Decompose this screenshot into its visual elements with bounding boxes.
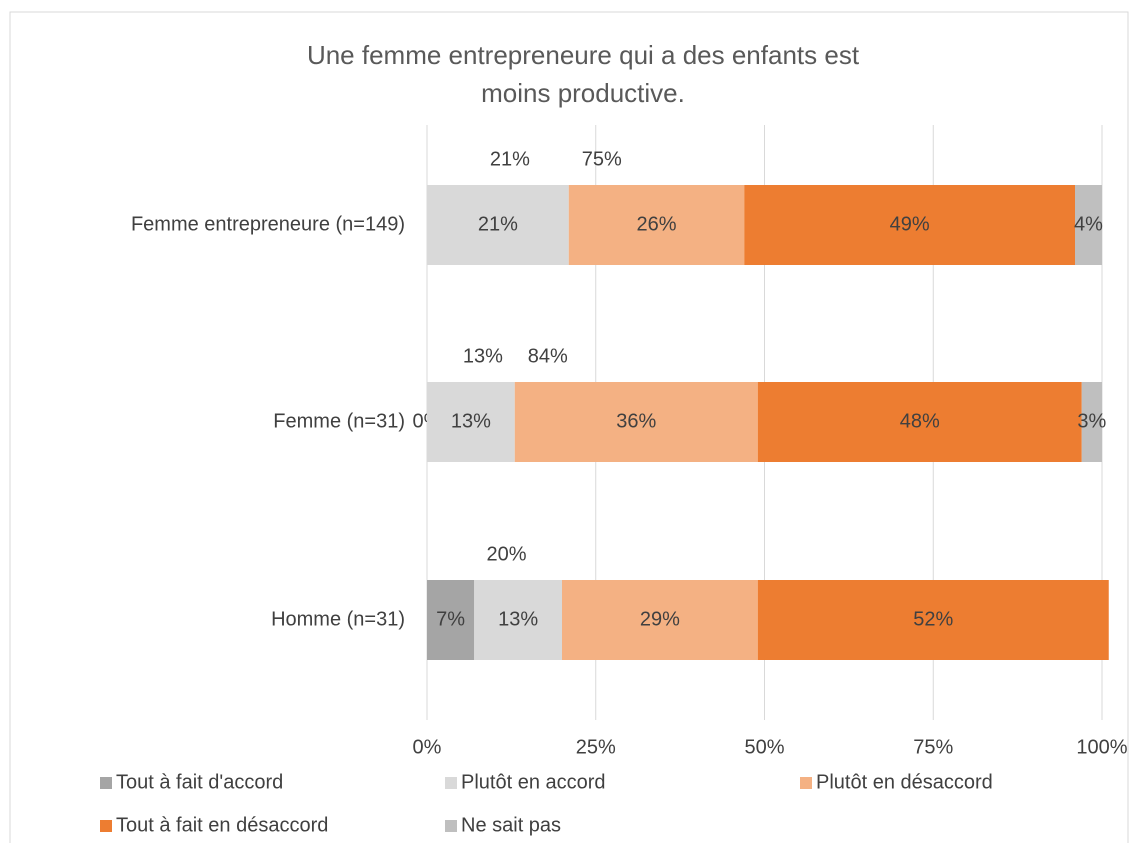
y-tick-label: Femme entrepreneure (n=149)	[131, 213, 405, 235]
disagree-total: 75%	[582, 148, 622, 170]
bar-segment	[744, 185, 1075, 265]
bar-segment	[757, 580, 1109, 660]
legend-swatch	[445, 820, 457, 832]
data-label: 13%	[451, 410, 491, 432]
data-label: 29%	[640, 608, 680, 630]
legend-swatch	[800, 777, 812, 789]
disagree-total: 84%	[528, 345, 568, 367]
bar-segment	[514, 382, 758, 462]
x-tick-label: 75%	[913, 736, 953, 758]
data-label: 13%	[498, 608, 538, 630]
data-label: 36%	[616, 410, 656, 432]
bar-segment	[427, 185, 569, 265]
agree-total: 20%	[486, 543, 526, 565]
x-tick-label: 0%	[413, 736, 442, 758]
y-tick-label: Homme (n=31)	[271, 608, 405, 630]
chart-title: Une femme entrepreneure qui a des enfant…	[307, 40, 860, 108]
data-label: 4%	[1074, 213, 1103, 235]
data-label: 3%	[1077, 410, 1106, 432]
data-label: 7%	[436, 608, 465, 630]
x-tick-label: 50%	[744, 736, 784, 758]
y-tick-label: Femme (n=31)	[273, 410, 405, 432]
data-label: 52%	[913, 608, 953, 630]
bar-segment	[427, 580, 475, 660]
data-label: 48%	[900, 410, 940, 432]
bar-segment	[568, 185, 745, 265]
bar-segment	[474, 580, 562, 660]
data-label: 26%	[636, 213, 676, 235]
legend-swatch	[100, 820, 112, 832]
agree-total: 21%	[490, 148, 530, 170]
legend-label: Plutôt en accord	[461, 771, 606, 793]
legend-swatch	[100, 777, 112, 789]
data-label: 21%	[478, 213, 518, 235]
legend-label: Ne sait pas	[461, 814, 561, 836]
legend-label: Plutôt en désaccord	[816, 771, 993, 793]
data-label: 49%	[890, 213, 930, 235]
legend-label: Tout à fait en désaccord	[116, 814, 328, 836]
x-tick-label: 100%	[1076, 736, 1127, 758]
bar-segment	[562, 580, 758, 660]
bar-segment	[427, 382, 515, 462]
legend-swatch	[445, 777, 457, 789]
bar-segment	[1081, 382, 1102, 462]
legend-label: Tout à fait d'accord	[116, 771, 283, 793]
agree-total: 13%	[463, 345, 503, 367]
bar-segment	[757, 382, 1082, 462]
bar-segment	[1075, 185, 1102, 265]
x-tick-label: 25%	[576, 736, 616, 758]
